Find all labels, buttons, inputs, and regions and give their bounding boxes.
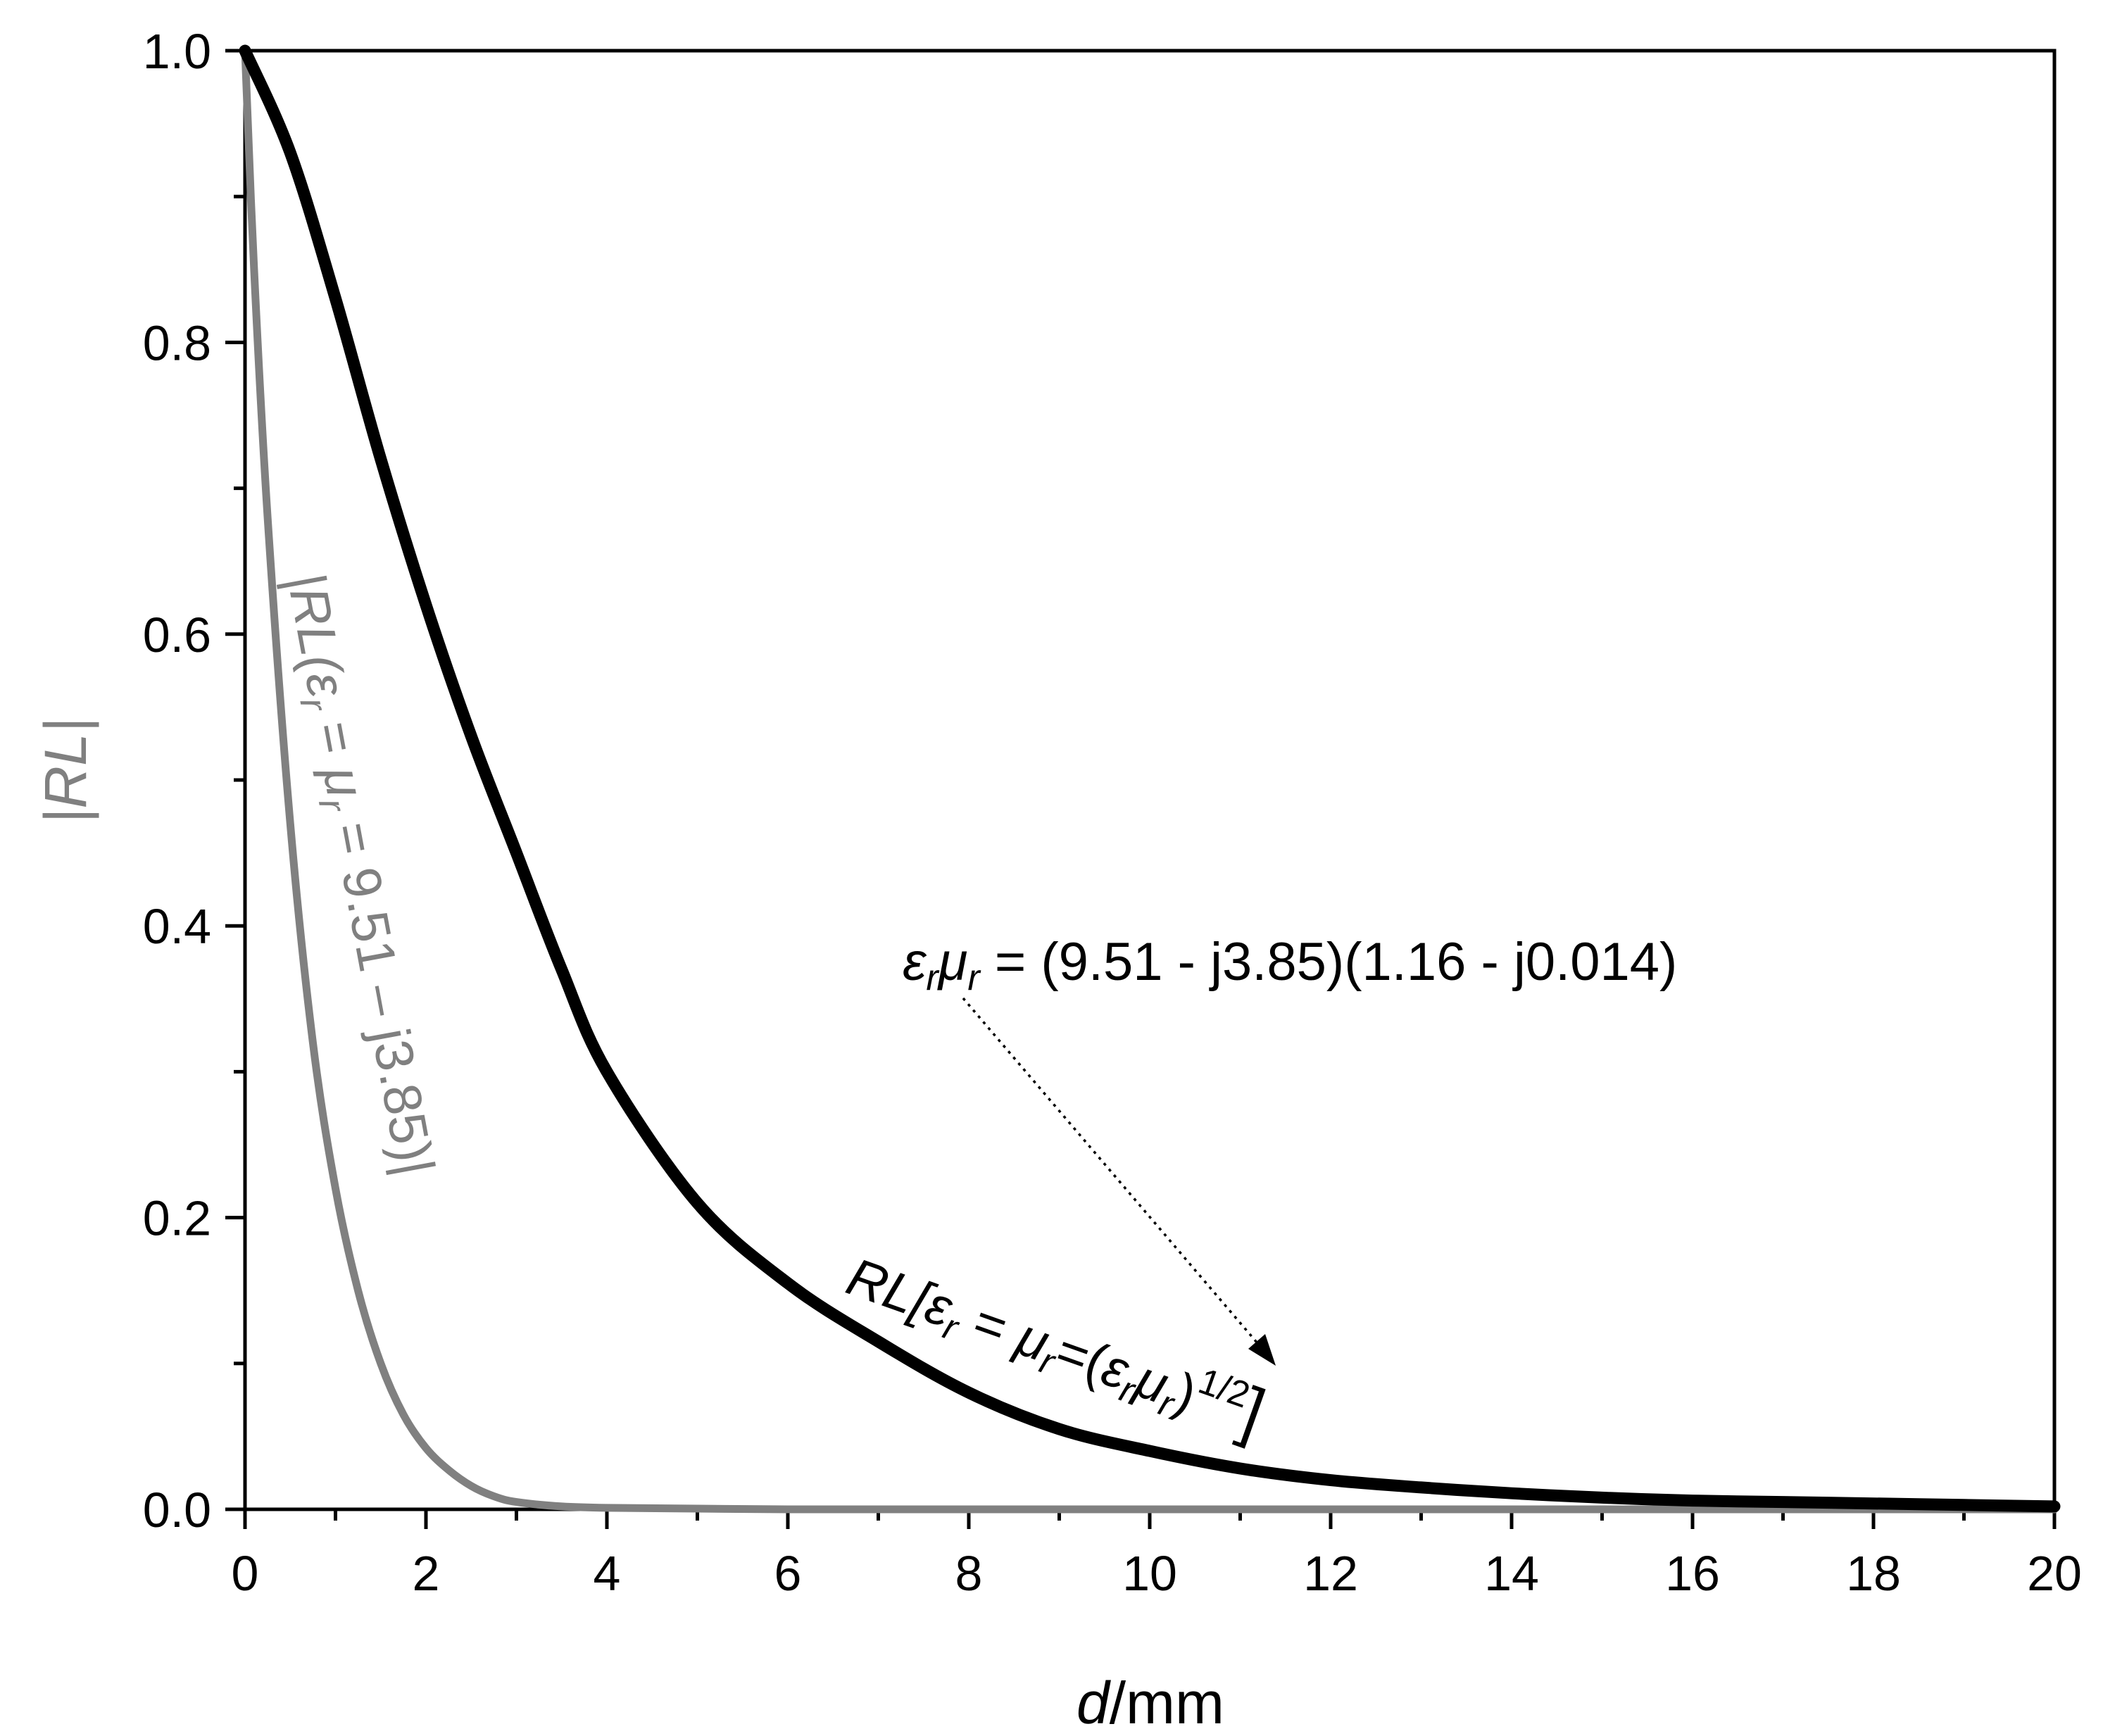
x-tick-label: 20 xyxy=(2027,1546,2082,1601)
x-tick-label: 16 xyxy=(1665,1546,1720,1601)
x-axis-title-var: d xyxy=(1076,1670,1111,1736)
ann-mu-sub: r xyxy=(967,957,981,998)
annotation-product-formula: εrμr = (9.51 - j3.85)(1.16 - j0.014) xyxy=(903,932,1677,998)
series-line-black xyxy=(239,44,2061,1513)
ann-formula-rest: = (9.51 - j3.85)(1.16 - j0.014) xyxy=(980,932,1678,992)
x-tick-label: 14 xyxy=(1484,1546,1539,1601)
y-tick-label: 0.2 xyxy=(143,1191,211,1246)
ann-eps: ε xyxy=(903,932,927,992)
y-tick-label: 1.0 xyxy=(143,24,211,79)
x-tick-label: 2 xyxy=(413,1546,440,1601)
x-tick-label: 6 xyxy=(774,1546,802,1601)
ann-mu: μ xyxy=(937,932,968,992)
y-tick-label: 0.0 xyxy=(143,1483,211,1537)
x-tick-label: 8 xyxy=(955,1546,983,1601)
y-axis-ticks: 0.0 0.2 0.4 0.6 0.8 1.0 xyxy=(143,24,245,1537)
x-tick-label: 4 xyxy=(594,1546,621,1601)
x-tick-label: 0 xyxy=(232,1546,259,1601)
y-tick-label: 0.4 xyxy=(143,899,211,954)
x-tick-label: 10 xyxy=(1122,1546,1177,1601)
y-tick-label: 0.6 xyxy=(143,608,211,662)
x-axis-ticks: 0 2 4 6 8 10 12 14 16 18 20 xyxy=(232,1509,2082,1601)
ann-eps-sub: r xyxy=(926,957,940,998)
y-tick-label: 0.8 xyxy=(143,315,211,370)
lbl-g-eq: = xyxy=(300,702,370,773)
x-axis-title: d/mm xyxy=(1076,1670,1224,1736)
series-line-gray xyxy=(241,46,2059,1514)
x-axis-title-unit: /mm xyxy=(1110,1670,1224,1736)
x-tick-label: 12 xyxy=(1303,1546,1358,1601)
y-axis-title: |RL| xyxy=(32,717,99,824)
annotation-arrowhead xyxy=(1248,1334,1276,1366)
x-tick-label: 18 xyxy=(1846,1546,1901,1601)
